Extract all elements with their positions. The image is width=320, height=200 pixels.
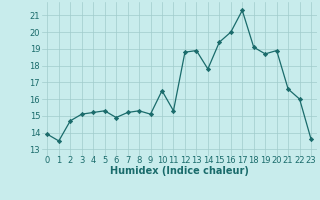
X-axis label: Humidex (Indice chaleur): Humidex (Indice chaleur) (110, 166, 249, 176)
